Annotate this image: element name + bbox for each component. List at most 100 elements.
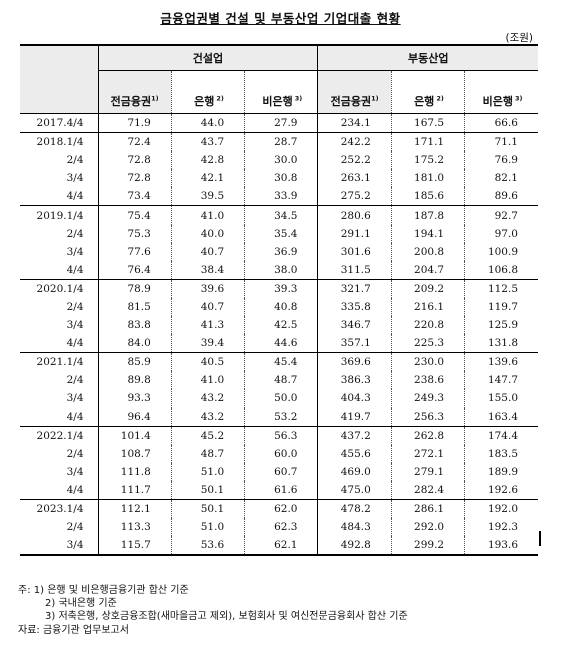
value-cell-r-total: 469.0 [317, 462, 392, 481]
value-cell-r-bank: 256.3 [390, 407, 465, 427]
value-cell-r-bank: 175.2 [390, 151, 465, 170]
value-cell-c-nonbank: 60.0 [244, 444, 318, 463]
value-cell-c-total: 101.4 [97, 425, 172, 445]
table-row: 3/4 115.7 53.6 62.1 492.8 299.2 193.6 [20, 536, 538, 557]
value-cell-c-nonbank: 50.0 [244, 389, 318, 408]
period-cell: 3/4 [66, 245, 84, 258]
value-cell-r-nonbank: 155.0 [464, 389, 538, 408]
value-cell-c-nonbank: 27.9 [244, 112, 318, 133]
period-cell: 3/4 [66, 465, 84, 478]
value-cell-c-nonbank: 62.1 [244, 536, 318, 557]
value-cell-c-bank: 39.6 [170, 278, 245, 298]
value-cell-c-bank: 50.1 [170, 498, 245, 519]
value-cell-r-nonbank: 76.9 [464, 151, 538, 170]
value-cell-r-nonbank: 183.5 [464, 444, 538, 463]
table-row: 4/4 84.0 39.4 44.6 357.1 225.3 131.8 [20, 334, 538, 353]
table-row: 3/4 83.8 41.3 42.5 346.7 220.8 125.9 [20, 316, 538, 335]
value-cell-c-nonbank: 56.3 [244, 425, 318, 445]
value-cell-c-nonbank: 60.7 [244, 462, 318, 481]
value-cell-c-nonbank: 53.2 [244, 407, 318, 427]
realestate-header: 부동산업 [317, 44, 538, 71]
value-cell-c-bank: 41.3 [170, 316, 245, 335]
value-cell-r-total: 419.7 [317, 407, 392, 427]
value-cell-r-nonbank: 192.0 [464, 498, 538, 519]
value-cell-r-total: 301.6 [317, 242, 392, 261]
period-cell: 2021.1/4 [20, 352, 99, 372]
value-cell-r-bank: 272.1 [390, 444, 465, 463]
period-cell: 3/4 [66, 319, 84, 332]
value-cell-c-total: 111.8 [97, 462, 172, 481]
value-cell-c-total: 72.4 [97, 132, 172, 152]
value-cell-c-nonbank: 28.7 [244, 132, 318, 152]
value-cell-r-bank: 171.1 [390, 132, 465, 152]
value-cell-c-total: 96.4 [97, 407, 172, 427]
realestate-total-header: 전금융권1) [317, 70, 392, 114]
value-cell-r-total: 242.2 [317, 132, 392, 152]
value-cell-r-total: 437.2 [317, 425, 392, 445]
value-cell-r-bank: 187.8 [390, 205, 465, 225]
value-cell-r-nonbank: 189.9 [464, 462, 538, 481]
value-cell-r-nonbank: 92.7 [464, 205, 538, 225]
period-cell: 2/4 [66, 154, 84, 167]
value-cell-c-total: 89.8 [97, 371, 172, 390]
table-row: 3/4 72.8 42.1 30.8 263.1 181.0 82.1 [20, 169, 538, 188]
value-cell-r-nonbank: 100.9 [464, 242, 538, 261]
value-cell-c-total: 113.3 [97, 518, 172, 537]
value-cell-c-bank: 40.5 [170, 352, 245, 372]
period-cell: 2023.1/4 [20, 498, 99, 519]
value-cell-c-nonbank: 30.0 [244, 151, 318, 170]
table-row: 2022.1/4 101.4 45.2 56.3 437.2 262.8 174.4 [20, 425, 538, 445]
value-cell-c-nonbank: 35.4 [244, 224, 318, 243]
value-cell-c-total: 75.3 [97, 224, 172, 243]
value-cell-r-bank: 262.8 [390, 425, 465, 445]
period-cell: 3/4 [66, 392, 84, 405]
table-title: 금융업권별 건설 및 부동산업 기업대출 현황 [160, 11, 401, 26]
value-cell-c-bank: 40.0 [170, 224, 245, 243]
period-cell: 2017.4/4 [20, 112, 99, 133]
value-cell-r-nonbank: 89.6 [464, 187, 538, 206]
value-cell-c-total: 77.6 [97, 242, 172, 261]
value-cell-r-bank: 220.8 [390, 316, 465, 335]
value-cell-r-bank: 282.4 [390, 480, 465, 500]
realestate-nonbank-header: 비은행 3) [464, 70, 538, 114]
value-cell-r-bank: 225.3 [390, 334, 465, 353]
value-cell-c-bank: 40.7 [170, 297, 245, 317]
value-cell-c-bank: 41.0 [170, 371, 245, 390]
realestate-bank-header: 은행 2) [390, 70, 465, 114]
value-cell-c-nonbank: 39.3 [244, 278, 318, 298]
construction-nonbank-header: 비은행 3) [244, 70, 318, 114]
value-cell-r-total: 404.3 [317, 389, 392, 408]
value-cell-c-bank: 43.7 [170, 132, 245, 152]
value-cell-r-nonbank: 125.9 [464, 316, 538, 335]
value-cell-c-bank: 44.0 [170, 112, 245, 133]
value-cell-r-total: 311.5 [317, 260, 392, 280]
value-cell-c-total: 83.8 [97, 316, 172, 335]
value-cell-r-total: 234.1 [317, 112, 392, 133]
value-cell-c-bank: 39.4 [170, 334, 245, 353]
value-cell-c-total: 111.7 [97, 480, 172, 500]
value-cell-r-total: 291.1 [317, 224, 392, 243]
loan-table: 건설업 부동산업 전금융권1) 은행 2) 비은행 3) 전금융권1) 은행 2) 비… [20, 44, 538, 557]
value-cell-c-nonbank: 34.5 [244, 205, 318, 225]
value-cell-c-nonbank: 62.0 [244, 498, 318, 519]
value-cell-c-nonbank: 48.7 [244, 371, 318, 390]
value-cell-c-total: 85.9 [97, 352, 172, 372]
value-cell-r-nonbank: 192.6 [464, 480, 538, 500]
value-cell-r-nonbank: 119.7 [464, 297, 538, 317]
footnote-2: 2) 국내은행 기준 [45, 598, 117, 610]
value-cell-r-total: 280.6 [317, 205, 392, 225]
period-header-cell [20, 44, 99, 114]
table-row: 2018.1/4 72.4 43.7 28.7 242.2 171.1 71.1 [20, 132, 538, 152]
value-cell-r-bank: 286.1 [390, 498, 465, 519]
period-cell: 4/4 [66, 337, 84, 350]
value-cell-c-nonbank: 38.0 [244, 260, 318, 280]
value-cell-r-total: 475.0 [317, 480, 392, 500]
value-cell-c-bank: 42.8 [170, 151, 245, 170]
source-note: 자료: 금융기관 업무보고서 [18, 624, 129, 636]
period-cell: 2/4 [66, 447, 84, 460]
value-cell-c-bank: 40.7 [170, 242, 245, 261]
footnote-1: 주: 1) 은행 및 비은행금융기관 합산 기준 [18, 585, 189, 596]
value-cell-c-nonbank: 36.9 [244, 242, 318, 261]
value-cell-c-bank: 41.0 [170, 205, 245, 225]
value-cell-c-bank: 43.2 [170, 407, 245, 427]
